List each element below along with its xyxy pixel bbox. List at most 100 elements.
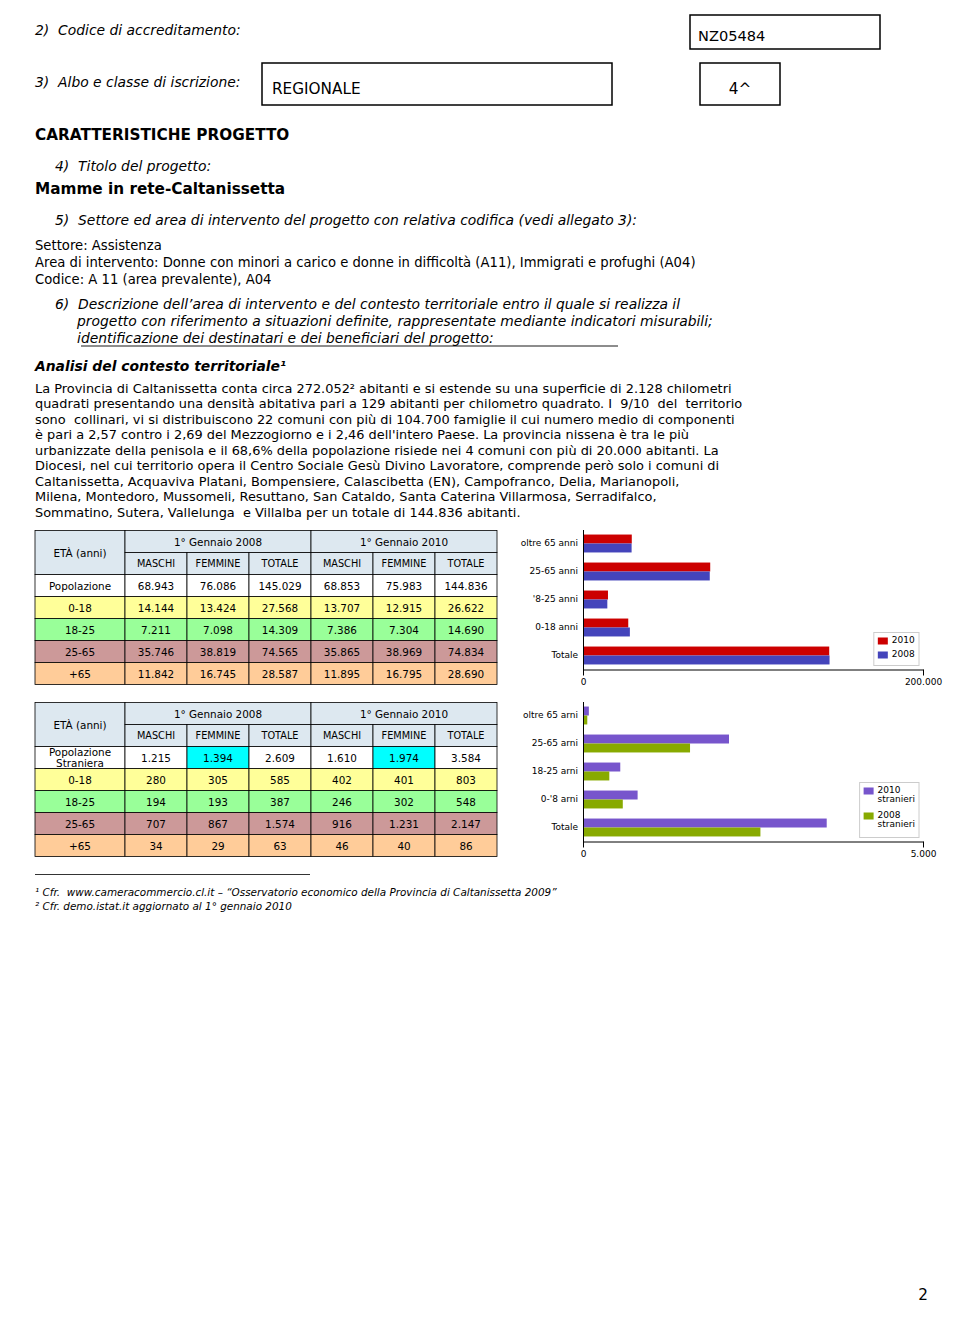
cell [311,663,373,685]
cell-text: +65 [69,840,91,852]
legend-label: 2010stranieri [878,785,915,805]
cell [187,663,249,685]
cell-text: 387 [270,796,290,808]
cell-text: 144.836 [444,580,487,592]
tick-mark [583,842,584,848]
legend: 2010stranieri2008stranieri [860,783,919,838]
cell-text: 305 [208,774,228,786]
label: progetto con riferimento a situazioni de… [55,313,713,329]
header-cell [311,725,373,747]
cell-text: 2.609 [265,752,295,764]
label: 4) Titolo del progetto: [55,158,211,174]
header-text: TOTALE [261,558,299,569]
cell-text: 280 [146,774,166,786]
bar [583,619,628,628]
cell [249,597,311,619]
cell-text: 86 [459,840,472,852]
bar [583,800,623,809]
tick-label: Totale [550,822,578,832]
cell-text: 193 [208,796,228,808]
header-cell [187,725,249,747]
cell-text: 14.144 [138,602,175,614]
body-line: Diocesi, nel cui territorio opera il Cen… [35,458,719,473]
body-line: Sommatino, Sutera, Vallelunga e Villalba… [35,505,521,520]
cell-text: 1.610 [327,752,357,764]
cell [311,813,373,835]
header-text: FEMMINE [382,558,427,569]
header-cell [311,703,497,725]
header-cell [249,725,311,747]
cell [35,641,125,663]
axis-line [583,702,584,842]
cell-text: 25-65 [65,818,95,830]
cell [35,597,125,619]
label: identificazione dei destinatari e dei be… [55,330,494,346]
cell-text: Popolazione [49,580,111,592]
cell [35,619,125,641]
header-cell [311,531,497,553]
header-cell [35,531,125,575]
cell [125,597,187,619]
cell [249,769,311,791]
text-line: Settore: Assistenza [35,238,162,253]
header-text: TOTALE [447,558,485,569]
tick-label: 25-65 arni [532,738,578,748]
text-line: Codice: A 11 (area prevalente), A04 [35,272,272,287]
cell-text: 12.915 [386,602,422,614]
cell-text: 14.309 [262,624,298,636]
header-cell [435,725,497,747]
cell-text: 14.690 [448,624,484,636]
subsection-title: Analisi del contesto territoriale¹ [34,358,286,374]
header-text: MASCHI [137,558,175,569]
body-line: quadrati presentando una densità abitati… [35,396,742,411]
tick-label: 18-25 arni [532,766,578,776]
cell-text: 867 [208,818,228,830]
label: 5) Settore ed area di intervento del pro… [55,212,637,228]
cell [35,791,125,813]
tick-mark [923,842,924,848]
cell [435,597,497,619]
cell-text: 18-25 [65,624,95,636]
value-box [690,15,880,49]
cell [435,747,497,769]
document: 2) Codice di accreditamento:NZ054843) Al… [34,15,928,1304]
tick-label: 25-65 anni [530,566,578,576]
cell [435,575,497,597]
body-line: è pari a 2,57 contro i 2,69 del Mezzogio… [35,427,689,442]
header-text: 1° Gennaio 2010 [360,708,448,720]
cell-text: 11.842 [138,668,174,680]
cell [187,813,249,835]
tick-label: 0 [581,677,587,687]
underline [81,346,618,347]
axis-line [584,842,924,843]
cell [187,835,249,857]
body-line: La Provincia di Caltanissetta conta circ… [35,381,732,396]
cell [35,769,125,791]
cell [187,619,249,641]
chart: 0200.000Totale0-18 anni'8-25 anni25-65 a… [521,530,943,687]
tick: 0 [581,670,587,687]
label: 2) Codice di accreditamento: [35,22,241,38]
cell-text: 803 [456,774,476,786]
tick-label: oltre 65 arni [523,710,578,720]
cell-text: 302 [394,796,414,808]
cell [35,813,125,835]
series [583,707,827,828]
cell [125,663,187,685]
cell-text: 74.834 [448,646,485,658]
cell-text: 27.568 [262,602,298,614]
cell-text: 46 [335,840,348,852]
bar [583,600,607,609]
tick-label: 200.000 [905,677,942,687]
value: Mamme in rete-Caltanissetta [35,180,285,198]
tick: oltre 65 anni [521,538,578,548]
cell-text: 7.211 [141,624,171,636]
cell [373,619,435,641]
tick-label: 5.000 [911,849,937,859]
cell-text: 246 [332,796,352,808]
header-text: MASCHI [323,730,361,741]
cell [125,791,187,813]
tick: 25-65 arni [532,738,578,748]
cell-text: 1.394 [203,752,233,764]
tick: 200.000 [905,670,942,687]
